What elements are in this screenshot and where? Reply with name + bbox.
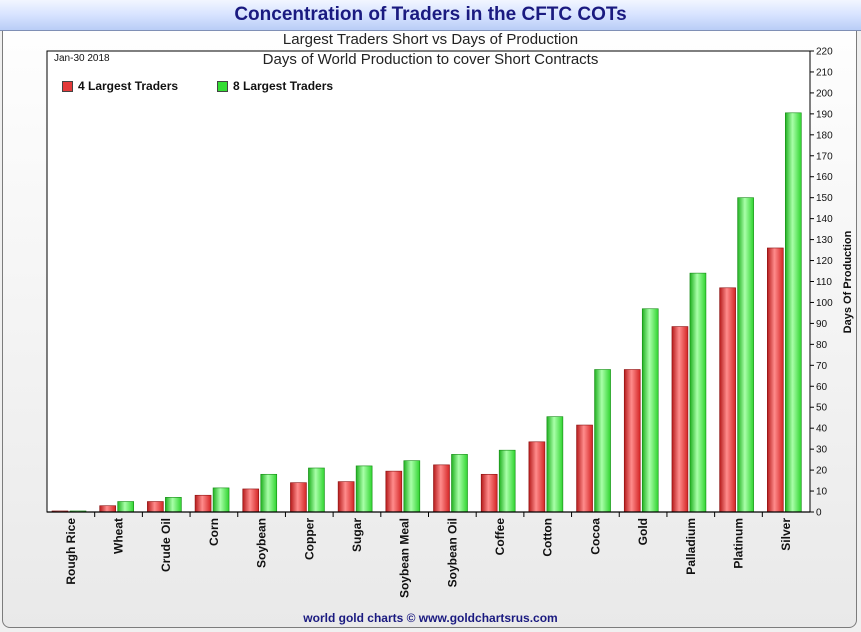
x-tick-label: Gold: [636, 518, 650, 545]
y-tick-label: 80: [816, 340, 828, 351]
legend-swatch-red: [62, 80, 73, 92]
bar-8-largest: [355, 465, 373, 513]
y-tick-label: 210: [816, 67, 833, 78]
bar-8-largest: [498, 449, 516, 513]
y-tick-label: 50: [816, 403, 828, 414]
y-tick-label: 160: [816, 172, 833, 183]
bar-8-largest: [308, 467, 325, 513]
x-tick-label: Corn: [207, 518, 221, 546]
y-tick-label: 130: [816, 235, 833, 246]
bar-8-largest: [594, 369, 611, 513]
x-tick-label: Platinum: [731, 518, 745, 569]
bar-8-largest: [212, 487, 230, 513]
bar-8-largest: [785, 112, 802, 513]
y-tick-label: 220: [816, 47, 833, 58]
y-tick-label: 190: [816, 109, 833, 120]
x-tick-label: Silver: [779, 518, 793, 551]
legend-item-8-largest: 8 Largest Traders: [217, 79, 333, 93]
x-tick-label: Palladium: [684, 518, 698, 575]
y-tick-label: 20: [816, 466, 828, 477]
x-tick-label: Soybean Oil: [445, 518, 459, 587]
y-tick-label: 140: [816, 214, 833, 225]
y-tick-label: 70: [816, 361, 828, 372]
x-tick-label: Cocoa: [588, 518, 602, 555]
bar-4-largest: [480, 473, 498, 513]
bar-4-largest: [99, 505, 116, 513]
bar-4-largest: [242, 488, 260, 513]
x-tick-label: Sugar: [350, 518, 364, 552]
bar-8-largest: [403, 460, 421, 513]
y-tick-label: 170: [816, 151, 833, 162]
legend-swatch-green: [217, 80, 228, 92]
y-tick-label: 150: [816, 193, 833, 204]
y-axis-title-text: Days Of Production: [842, 230, 854, 334]
bar-4-largest: [433, 464, 450, 513]
bar-4-largest: [719, 287, 736, 513]
legend-label-8-largest: 8 Largest Traders: [233, 79, 334, 93]
y-tick-label: 100: [816, 298, 833, 309]
chart-subtitle-secondary: Days of World Production to cover Short …: [262, 51, 599, 68]
chart-subtitle: Largest Traders Short vs Days of Product…: [282, 31, 579, 48]
bar-4-largest: [147, 501, 164, 513]
title-bar: Concentration of Traders in the CFTC COT…: [0, 0, 861, 31]
bar-8-largest: [165, 497, 182, 513]
y-tick-label: 180: [816, 130, 833, 141]
bar-8-largest: [117, 501, 134, 513]
x-tick-label: Crude Oil: [159, 518, 173, 572]
y-tick-label: 30: [816, 445, 828, 456]
bar-4-largest: [385, 470, 403, 513]
y-tick-label: 200: [816, 88, 833, 99]
x-tick-label: Wheat: [112, 518, 126, 554]
x-tick-label: Soybean Meal: [398, 518, 412, 598]
bar-8-largest: [689, 272, 707, 513]
bar-4-largest: [767, 247, 784, 513]
legend-item-4-largest: 4 Largest Traders: [62, 79, 178, 93]
x-tick-label: Cotton: [541, 518, 555, 557]
legend-label-4-largest: 4 Largest Traders: [78, 79, 179, 93]
bar-4-largest: [290, 482, 307, 513]
chart-title: Concentration of Traders in the CFTC COT…: [234, 4, 627, 25]
bar-8-largest: [546, 416, 564, 513]
bar-4-largest: [671, 326, 689, 513]
bar-8-largest: [737, 197, 754, 513]
y-tick-label: 40: [816, 424, 828, 435]
y-tick-label: 10: [816, 487, 828, 498]
x-tick-label: Rough Rice: [64, 518, 78, 585]
bar-4-largest: [623, 369, 641, 513]
footer-credit: world gold charts © www.goldchartsrus.co…: [303, 611, 558, 625]
y-tick-label: 0: [816, 508, 822, 519]
x-tick-label: Soybean: [255, 518, 269, 568]
x-tick-label: Coffee: [493, 518, 507, 556]
y-tick-label: 90: [816, 319, 828, 330]
bar-8-largest: [260, 473, 278, 513]
bar-4-largest: [194, 494, 212, 513]
bar-8-largest: [451, 454, 468, 513]
bar-4-largest: [576, 424, 593, 513]
y-tick-label: 110: [816, 277, 832, 288]
bar-4-largest: [528, 441, 546, 513]
bar-8-largest: [641, 308, 659, 513]
y-tick-label: 60: [816, 382, 828, 393]
x-tick-label: Copper: [302, 518, 316, 560]
bar-4-largest: [337, 481, 355, 513]
date-label: Jan-30 2018: [54, 53, 110, 64]
y-tick-label: 120: [816, 256, 833, 267]
